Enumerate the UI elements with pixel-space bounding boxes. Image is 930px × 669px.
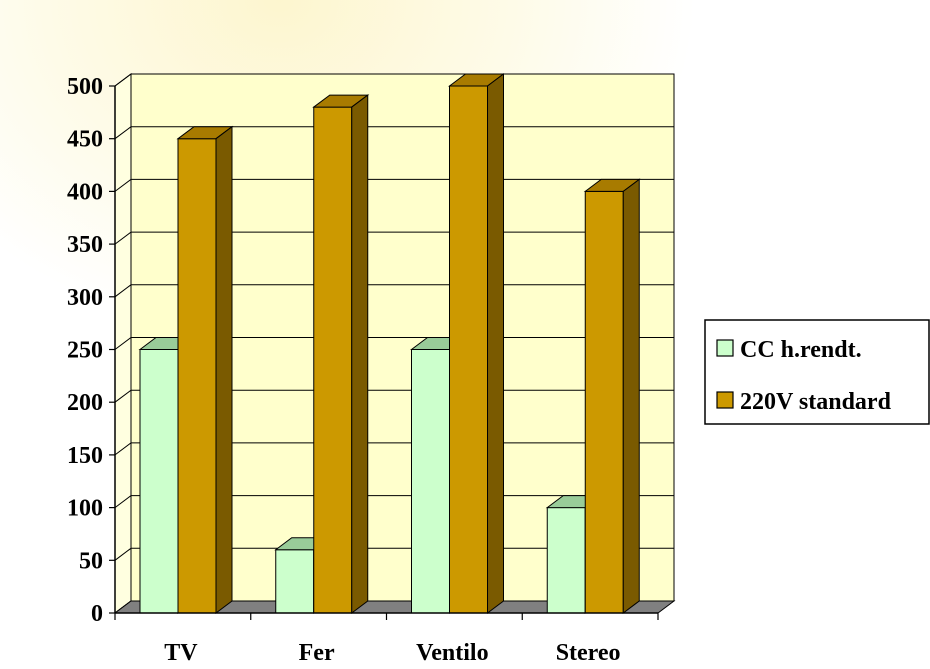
- y-tick-label: 300: [67, 285, 103, 311]
- bar-front: [411, 349, 450, 614]
- x-category-label: TV: [164, 640, 198, 666]
- bar-side: [215, 125, 233, 614]
- x-category-label: Fer: [299, 640, 335, 666]
- y-axis: 0 50 100 150 200 250 300 350 400 450 500: [67, 74, 116, 627]
- bar-side: [351, 94, 369, 614]
- bar-front: [177, 138, 217, 614]
- bar-front: [139, 349, 179, 614]
- y-tick-label: 500: [67, 74, 103, 100]
- bar-fer-series-2: [312, 94, 370, 614]
- bar-front: [546, 507, 586, 614]
- y-tick-label: 150: [67, 443, 103, 469]
- legend: CC h.rendt. 220V standard: [704, 319, 930, 425]
- bars: [138, 73, 641, 614]
- y-tick-label: 250: [67, 338, 103, 364]
- y-tick-label: 400: [67, 179, 103, 205]
- y-tick-label: 350: [67, 232, 103, 258]
- legend-label-cc-h-rendt: CC h.rendt.: [740, 337, 862, 363]
- y-tick-label: 50: [79, 548, 103, 574]
- bar-front: [449, 85, 488, 614]
- x-category-label: Stereo: [556, 640, 621, 666]
- y-tick-label: 450: [67, 127, 103, 153]
- x-axis: TV Fer Ventilo Stereo: [114, 612, 659, 666]
- y-tick-label: 100: [67, 496, 103, 522]
- legend-swatch-220v-standard: [716, 391, 734, 409]
- x-category-label: Ventilo: [416, 640, 488, 666]
- bar-side: [622, 178, 640, 614]
- legend-swatch-cc-h-rendt: [716, 339, 734, 357]
- y-tick-label: 0: [91, 601, 103, 627]
- bar-stereo-series-2: [583, 178, 641, 614]
- bar-front: [584, 190, 624, 614]
- legend-label-220v-standard: 220V standard: [740, 389, 892, 415]
- bar-ventilo-series-2: [448, 73, 505, 614]
- y-tick-label: 200: [67, 390, 103, 416]
- bar-front: [275, 549, 315, 614]
- bar-tv-series-2: [176, 125, 234, 614]
- bar-side: [487, 73, 504, 614]
- legend-box: [704, 319, 930, 425]
- bar-front: [313, 106, 353, 614]
